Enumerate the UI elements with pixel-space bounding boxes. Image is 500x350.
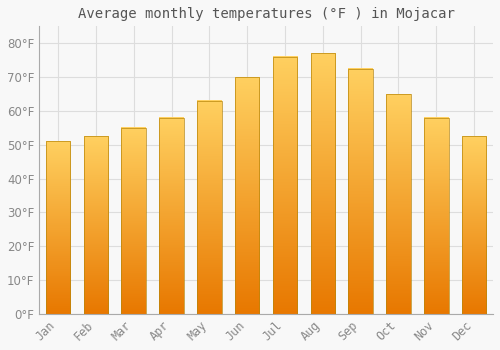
Bar	[84, 136, 108, 314]
Bar	[386, 94, 411, 314]
Bar	[160, 118, 184, 314]
Bar	[122, 128, 146, 314]
Bar	[272, 57, 297, 314]
Bar	[46, 141, 70, 314]
Bar	[348, 69, 373, 314]
Bar	[424, 118, 448, 314]
Bar	[462, 136, 486, 314]
Bar	[310, 53, 335, 314]
Bar	[235, 77, 260, 314]
Bar	[197, 101, 222, 314]
Title: Average monthly temperatures (°F ) in Mojacar: Average monthly temperatures (°F ) in Mo…	[78, 7, 454, 21]
